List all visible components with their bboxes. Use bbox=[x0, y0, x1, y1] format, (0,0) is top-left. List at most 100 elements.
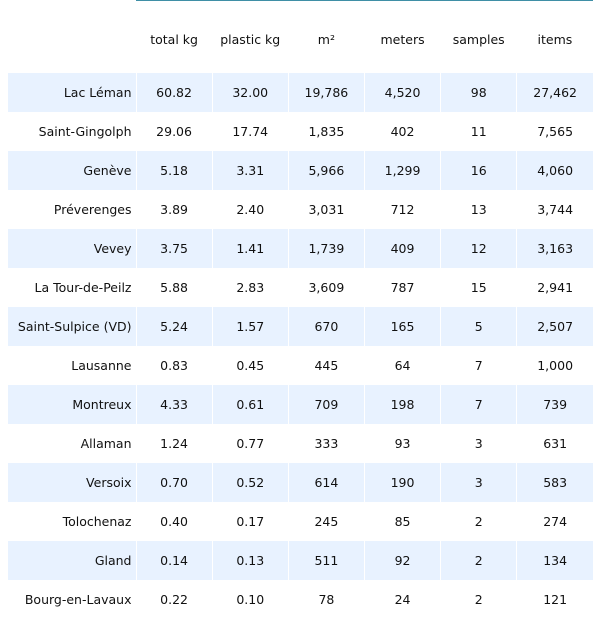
cell-area-m2: 78 bbox=[287, 579, 365, 619]
cell-samples: 7 bbox=[440, 345, 517, 385]
cell-location-name: Montreux bbox=[8, 384, 136, 424]
cell-items: 1,000 bbox=[516, 345, 593, 385]
cell-total-kg: 4.33 bbox=[135, 384, 213, 424]
cell-samples: 98 bbox=[440, 72, 517, 112]
cell-items: 7,565 bbox=[516, 111, 593, 151]
cell-samples: 7 bbox=[440, 384, 517, 424]
table-row: Allaman 1.24 0.77 333 93 3 631 bbox=[8, 423, 593, 463]
cell-items: 4,060 bbox=[516, 150, 593, 190]
cell-items: 631 bbox=[516, 423, 593, 463]
cell-location-name: Bourg-en-Lavaux bbox=[24, 591, 132, 607]
cell-area-m2: 445 bbox=[287, 345, 365, 385]
cell-samples: 3 bbox=[440, 462, 517, 502]
cell-plastic-kg: 2.40 bbox=[211, 189, 289, 229]
table-row: Versoix 0.70 0.52 614 190 3 583 bbox=[8, 462, 593, 502]
table-row: Bourg-en-Lavaux 0.22 0.10 78 24 2 121 bbox=[8, 579, 593, 619]
table-row: Saint-Gingolph 29.06 17.74 1,835 402 11 7,565 bbox=[8, 111, 593, 151]
table-body: Lac Léman 60.82 32.00 19,786 4,520 98 27,462 Sa… bbox=[8, 72, 593, 619]
cell-samples: 16 bbox=[440, 150, 517, 190]
cell-total-kg: 0.22 bbox=[135, 579, 213, 619]
cell-plastic-kg: 0.45 bbox=[211, 345, 289, 385]
cell-total-kg: 0.14 bbox=[135, 540, 213, 580]
cell-items: 27,462 bbox=[516, 72, 593, 112]
cell-items: 583 bbox=[516, 462, 593, 502]
cell-items: 2,507 bbox=[516, 306, 593, 346]
cell-samples: 2 bbox=[440, 579, 517, 619]
cell-area-m2: 5,966 bbox=[287, 150, 365, 190]
header-area-m2: m² bbox=[288, 0, 365, 73]
cell-total-kg: 0.40 bbox=[135, 501, 213, 541]
cell-meters: 1,299 bbox=[363, 150, 441, 190]
cell-plastic-kg: 3.31 bbox=[211, 150, 289, 190]
cell-items: 739 bbox=[516, 384, 593, 424]
cell-area-m2: 3,609 bbox=[287, 267, 365, 307]
cell-location-name: Vevey bbox=[8, 228, 136, 268]
cell-meters: 165 bbox=[363, 306, 441, 346]
table-row: La Tour-de-Peilz 5.88 2.83 3,609 787 15 2,941 bbox=[8, 267, 593, 307]
header-name-column bbox=[8, 1, 136, 73]
cell-location-name: Lac Léman bbox=[8, 72, 136, 112]
cell-items: 274 bbox=[516, 501, 593, 541]
cell-plastic-kg: 2.83 bbox=[211, 267, 289, 307]
cell-area-m2: 333 bbox=[287, 423, 365, 463]
cell-location-name: Allaman bbox=[80, 435, 132, 451]
cell-meters: 64 bbox=[363, 345, 441, 385]
cell-plastic-kg: 32.00 bbox=[211, 72, 289, 112]
cell-meters: 787 bbox=[363, 267, 441, 307]
summary-table-container: total kg plastic kg m² meters samples it… bbox=[8, 0, 593, 619]
cell-total-kg: 5.24 bbox=[135, 306, 213, 346]
cell-area-m2: 614 bbox=[287, 462, 365, 502]
table-row: Lac Léman 60.82 32.00 19,786 4,520 98 27,462 bbox=[8, 72, 593, 112]
table-row: Montreux 4.33 0.61 709 198 7 739 bbox=[8, 384, 593, 424]
cell-total-kg: 3.75 bbox=[135, 228, 213, 268]
cell-area-m2: 511 bbox=[287, 540, 365, 580]
cell-location-name: Lausanne bbox=[71, 357, 132, 373]
cell-items: 2,941 bbox=[516, 267, 593, 307]
cell-area-m2: 3,031 bbox=[287, 189, 365, 229]
cell-items: 121 bbox=[516, 579, 593, 619]
header-plastic-kg: plastic kg bbox=[212, 0, 289, 73]
table-row: Préverenges 3.89 2.40 3,031 712 13 3,744 bbox=[8, 189, 593, 229]
cell-location-name: Saint-Sulpice (VD) bbox=[8, 306, 136, 346]
cell-location-name: La Tour-de-Peilz bbox=[34, 279, 132, 295]
cell-location-name: Versoix bbox=[8, 462, 136, 502]
cell-plastic-kg: 0.61 bbox=[211, 384, 289, 424]
cell-total-kg: 3.89 bbox=[135, 189, 213, 229]
cell-total-kg: 1.24 bbox=[135, 423, 213, 463]
cell-meters: 4,520 bbox=[363, 72, 441, 112]
cell-total-kg: 60.82 bbox=[135, 72, 213, 112]
cell-samples: 11 bbox=[440, 111, 517, 151]
table-row: Lausanne 0.83 0.45 445 64 7 1,000 bbox=[8, 345, 593, 385]
cell-plastic-kg: 0.52 bbox=[211, 462, 289, 502]
cell-area-m2: 670 bbox=[287, 306, 365, 346]
cell-plastic-kg: 17.74 bbox=[211, 111, 289, 151]
cell-samples: 3 bbox=[440, 423, 517, 463]
cell-samples: 2 bbox=[440, 540, 517, 580]
table-row: Saint-Sulpice (VD) 5.24 1.57 670 165 5 2,507 bbox=[8, 306, 593, 346]
header-items: items bbox=[516, 0, 593, 73]
cell-meters: 85 bbox=[363, 501, 441, 541]
cell-area-m2: 1,739 bbox=[287, 228, 365, 268]
header-samples: samples bbox=[440, 0, 517, 73]
cell-total-kg: 29.06 bbox=[135, 111, 213, 151]
cell-items: 3,163 bbox=[516, 228, 593, 268]
cell-location-name: Saint-Gingolph bbox=[38, 123, 132, 139]
cell-items: 3,744 bbox=[516, 189, 593, 229]
cell-meters: 409 bbox=[363, 228, 441, 268]
cell-total-kg: 0.70 bbox=[135, 462, 213, 502]
cell-total-kg: 0.83 bbox=[135, 345, 213, 385]
cell-samples: 15 bbox=[440, 267, 517, 307]
header-total-kg: total kg bbox=[136, 0, 213, 73]
cell-items: 134 bbox=[516, 540, 593, 580]
cell-plastic-kg: 1.41 bbox=[211, 228, 289, 268]
cell-samples: 5 bbox=[440, 306, 517, 346]
cell-area-m2: 19,786 bbox=[287, 72, 365, 112]
cell-area-m2: 1,835 bbox=[287, 111, 365, 151]
cell-plastic-kg: 1.57 bbox=[211, 306, 289, 346]
cell-meters: 92 bbox=[363, 540, 441, 580]
cell-samples: 12 bbox=[440, 228, 517, 268]
table-header: total kg plastic kg m² meters samples it… bbox=[8, 0, 593, 73]
cell-meters: 198 bbox=[363, 384, 441, 424]
cell-meters: 712 bbox=[363, 189, 441, 229]
cell-meters: 402 bbox=[363, 111, 441, 151]
